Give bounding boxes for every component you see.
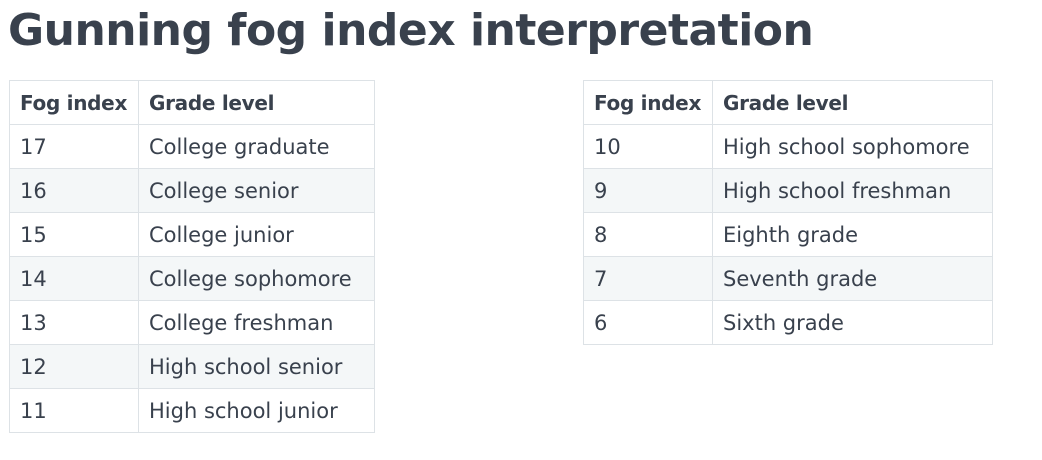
fog-index-cell: 6 bbox=[583, 300, 713, 345]
grade-level-cell: College freshman bbox=[138, 300, 375, 345]
grade-level-cell: High school sophomore bbox=[712, 124, 993, 169]
column-header-fog-index: Fog index bbox=[583, 80, 713, 125]
fog-index-cell: 7 bbox=[583, 256, 713, 301]
fog-index-cell: 14 bbox=[9, 256, 139, 301]
table-row: 10 High school sophomore bbox=[583, 124, 993, 169]
fog-index-cell: 10 bbox=[583, 124, 713, 169]
table-row: 14 College sophomore bbox=[9, 256, 375, 301]
grade-level-cell: College junior bbox=[138, 212, 375, 257]
grade-level-cell: College senior bbox=[138, 168, 375, 213]
column-header-fog-index: Fog index bbox=[9, 80, 139, 125]
fog-index-table-low: Fog index Grade level 10 High school sop… bbox=[583, 80, 993, 345]
table-header-row: Fog index Grade level bbox=[9, 80, 375, 125]
table-row: 7 Seventh grade bbox=[583, 256, 993, 301]
fog-index-cell: 15 bbox=[9, 212, 139, 257]
grade-level-cell: College sophomore bbox=[138, 256, 375, 301]
fog-index-cell: 9 bbox=[583, 168, 713, 213]
grade-level-cell: Seventh grade bbox=[712, 256, 993, 301]
fog-index-cell: 12 bbox=[9, 344, 139, 389]
fog-index-cell: 17 bbox=[9, 124, 139, 169]
grade-level-cell: High school senior bbox=[138, 344, 375, 389]
table-row: 15 College junior bbox=[9, 212, 375, 257]
grade-level-cell: High school junior bbox=[138, 388, 375, 433]
fog-index-cell: 13 bbox=[9, 300, 139, 345]
grade-level-cell: Eighth grade bbox=[712, 212, 993, 257]
page-title: Gunning fog index interpretation bbox=[8, 5, 814, 56]
table-row: 17 College graduate bbox=[9, 124, 375, 169]
table-header-row: Fog index Grade level bbox=[583, 80, 993, 125]
grade-level-cell: Sixth grade bbox=[712, 300, 993, 345]
fog-index-cell: 8 bbox=[583, 212, 713, 257]
column-header-grade-level: Grade level bbox=[138, 80, 375, 125]
fog-index-cell: 16 bbox=[9, 168, 139, 213]
table-row: 9 High school freshman bbox=[583, 168, 993, 213]
fog-index-cell: 11 bbox=[9, 388, 139, 433]
table-row: 12 High school senior bbox=[9, 344, 375, 389]
grade-level-cell: High school freshman bbox=[712, 168, 993, 213]
grade-level-cell: College graduate bbox=[138, 124, 375, 169]
table-row: 16 College senior bbox=[9, 168, 375, 213]
table-row: 8 Eighth grade bbox=[583, 212, 993, 257]
column-header-grade-level: Grade level bbox=[712, 80, 993, 125]
table-row: 13 College freshman bbox=[9, 300, 375, 345]
fog-index-table-high: Fog index Grade level 17 College graduat… bbox=[9, 80, 375, 433]
table-row: 6 Sixth grade bbox=[583, 300, 993, 345]
table-row: 11 High school junior bbox=[9, 388, 375, 433]
